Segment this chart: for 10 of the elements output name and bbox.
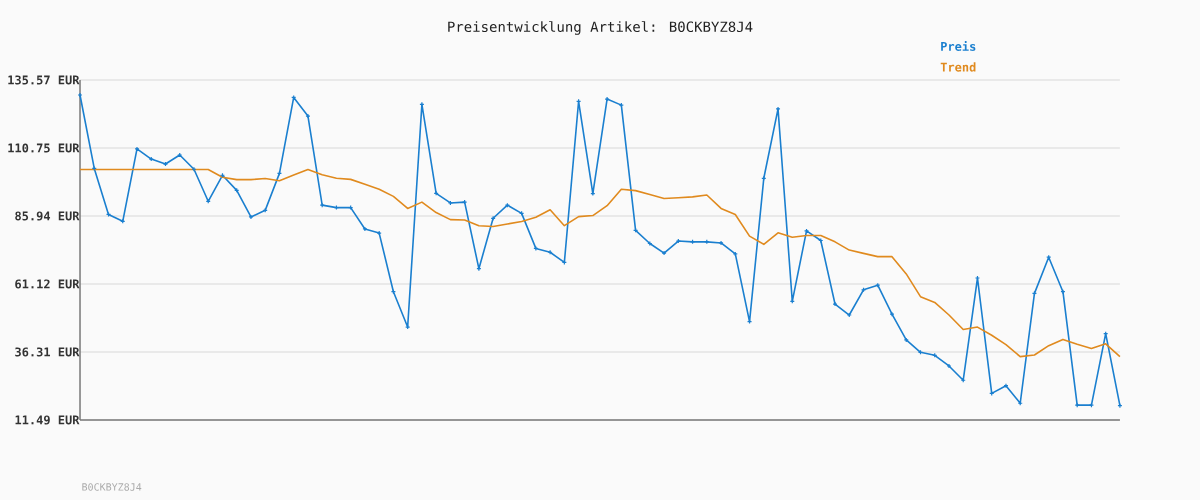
y-tick-label: 36.31 EUR [15, 347, 80, 357]
y-tick-label: 11.49 EUR [15, 415, 80, 425]
y-tick-label: 135.57 EUR [8, 75, 80, 85]
y-tick-label: 110.75 EUR [8, 143, 80, 153]
text: B0CKBYZ8J4 [82, 483, 142, 491]
text: Preis [941, 41, 976, 51]
chart-title: Preisentwicklung Artikel: B0CKBYZ8J4 [448, 21, 753, 35]
text: Trend [940, 62, 976, 72]
y-tick-label: 85.94 EUR [15, 211, 80, 221]
y-tick-label: 61.12 EUR [15, 279, 80, 289]
